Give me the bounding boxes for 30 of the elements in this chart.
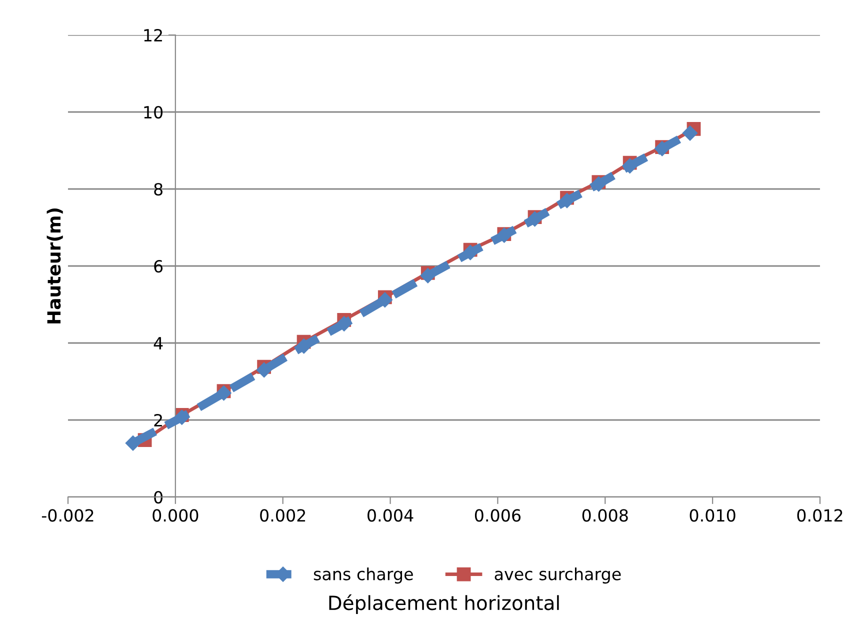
- point: [377, 292, 392, 308]
- x-tick-label: 0.010: [690, 509, 736, 522]
- y-tick-label: 2: [154, 414, 162, 426]
- point: [125, 436, 141, 451]
- legend-label: avec surcharge: [494, 567, 621, 584]
- point: [682, 126, 698, 141]
- y-tick-label: 4: [154, 337, 163, 350]
- x-tick-label: 0.012: [797, 509, 842, 522]
- point: [527, 211, 542, 227]
- x-tick-label: -0.002: [42, 509, 94, 522]
- point: [462, 244, 478, 260]
- x-axis-title: Déplacement horizontal: [329, 594, 559, 614]
- x-tick-label: 0.008: [582, 509, 628, 522]
- point: [336, 316, 352, 332]
- point: [296, 338, 312, 354]
- point: [559, 192, 575, 208]
- y-tick-label: 12: [144, 28, 162, 42]
- point: [420, 268, 436, 284]
- x-tick-label: 0.000: [152, 509, 198, 522]
- x-tick-label: 0.004: [368, 509, 414, 522]
- y-axis-title: Hauteur(m): [46, 208, 63, 324]
- y-tick-label: 6: [154, 260, 163, 273]
- x-tick-label: 0.006: [474, 509, 521, 522]
- y-tick-label: 8: [154, 182, 162, 196]
- legend-label: sans charge: [314, 567, 413, 584]
- y-tick-label: 10: [144, 106, 163, 119]
- point: [174, 410, 190, 425]
- x-tick-label: 0.002: [260, 509, 306, 522]
- point: [256, 362, 272, 378]
- point: [622, 158, 638, 174]
